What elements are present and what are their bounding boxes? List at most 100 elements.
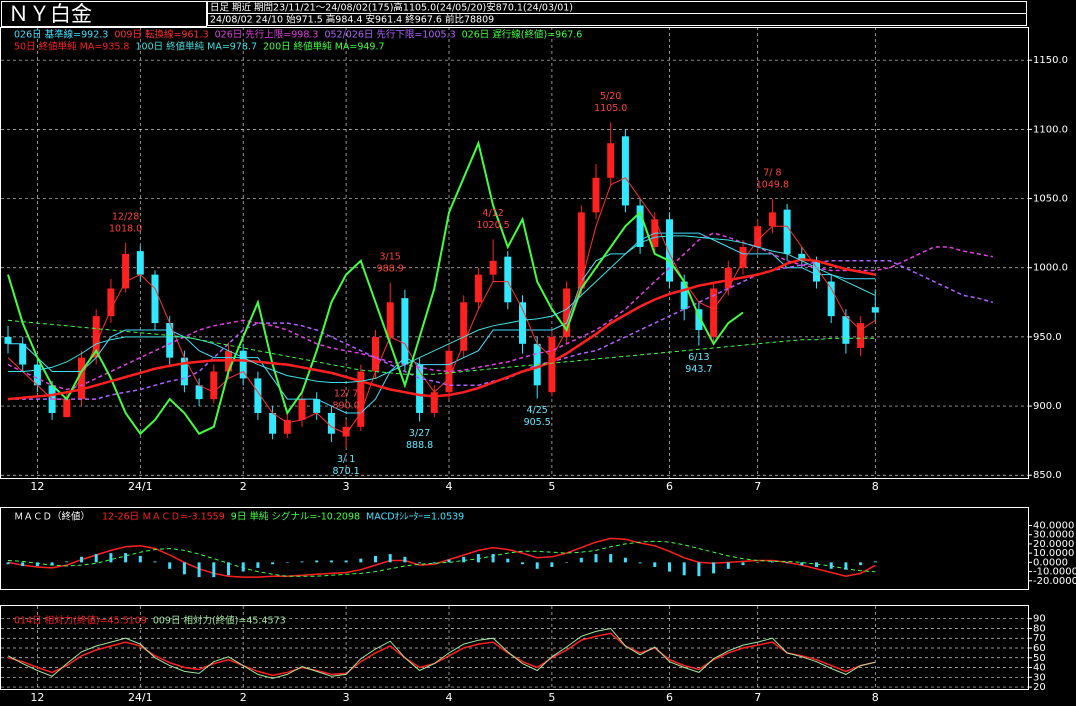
candle-body [63, 399, 71, 418]
candle-body [798, 253, 806, 261]
oscillator-bar [579, 557, 583, 563]
series-line [8, 235, 876, 383]
legend-entry: 026日 遅行線(終値)=967.6 [462, 29, 583, 41]
oscillator-bar [418, 562, 422, 564]
price-frame [0, 27, 1029, 479]
candle-body [445, 350, 453, 393]
oscillator-bar [609, 554, 613, 563]
oscillator-bar [829, 562, 833, 569]
x-tick-label: 4 [446, 691, 453, 704]
y-tick-label: 90 [1033, 614, 1046, 625]
y-tick-label: 60 [1033, 643, 1046, 654]
legend-entry: 009日 転換線=961.3 [114, 29, 208, 41]
x-tick-label: 2 [240, 480, 247, 493]
oscillator-bar [859, 562, 863, 566]
oscillator-bar [344, 560, 348, 563]
y-tick-label: 1100.0 [1033, 124, 1068, 135]
oscillator-bar [668, 562, 671, 572]
legend-entry: 50日 終値単純 MA=935.8 [14, 41, 129, 53]
y-tick-label: 1050.0 [1033, 194, 1068, 205]
x-tick-label: 3 [343, 691, 350, 704]
candle-body [754, 226, 762, 247]
candle-body [739, 246, 747, 268]
x-tick-label: 8 [872, 480, 879, 493]
candle-body [607, 143, 615, 178]
annotation-date: 5/20 [600, 91, 621, 102]
oscillator-bar [241, 562, 245, 572]
candle-body [621, 136, 629, 206]
oscillator-bar [476, 554, 480, 563]
annotation-date: 3/27 [409, 428, 430, 439]
oscillator-bar [550, 562, 554, 567]
candle-body [768, 212, 776, 227]
oscillator-bar [800, 562, 804, 566]
x-tick-label: 12 [30, 691, 44, 704]
candle-body [4, 336, 12, 344]
oscillator-bar [403, 556, 407, 563]
annotation-price: 890.0 [332, 400, 359, 411]
y-tick-label: 0.0000 [1033, 557, 1068, 568]
legend-entry: 100日 終値単純 MA=978.7 [135, 41, 257, 53]
y-tick-label: 20 [1033, 682, 1046, 693]
oscillator-bar [388, 554, 392, 563]
y-tick-label: -20.0000 [1033, 576, 1076, 587]
x-tick-label: 4 [446, 480, 453, 493]
candle-body [548, 336, 556, 393]
annotation-price: 1105.0 [594, 103, 627, 114]
series-line [7, 627, 876, 679]
annotation-price: 870.1 [332, 466, 359, 477]
oscillator-bar [359, 558, 363, 563]
oscillator-bar [535, 562, 539, 569]
oscillator-bar [6, 562, 10, 565]
candle-body [313, 399, 321, 413]
oscillator-bar [844, 562, 848, 570]
oscillator-bar [638, 562, 642, 564]
candle-body [416, 364, 424, 413]
y-tick-label: 900.0 [1033, 401, 1062, 412]
info-box [207, 13, 1027, 26]
info-line: 日足 期近 期間23/11/21～24/08/02(175)高1105.0(24… [210, 2, 573, 14]
series-line [7, 258, 876, 401]
y-tick-label: 850.0 [1033, 470, 1062, 481]
candle-body [695, 309, 703, 330]
candle-body [107, 288, 115, 317]
oscillator-bar [682, 562, 686, 576]
x-tick-label: 2 [240, 691, 247, 704]
oscillator-bar [109, 553, 113, 563]
oscillator-bar [726, 562, 730, 569]
oscillator-bar [329, 560, 333, 563]
oscillator-bar [300, 561, 304, 563]
oscillator-bar [447, 559, 451, 563]
oscillator-bar [432, 562, 436, 564]
oscillator-bar [623, 557, 627, 563]
x-tick-label: 7 [754, 691, 761, 704]
series-line [7, 177, 876, 435]
candle-body [327, 412, 335, 434]
annotation-date: 12/ 7 [334, 388, 358, 399]
candle-body [724, 267, 732, 289]
oscillator-bar [741, 562, 745, 566]
info-line: 24/08/02 24/10 始971.5 高984.4 安961.4 終967… [210, 14, 494, 26]
candle-body [151, 274, 159, 324]
panel-title: ＭＡＣＤ（終値） [14, 511, 90, 523]
candle-body [430, 392, 438, 413]
annotation-price: 888.8 [406, 440, 433, 451]
oscillator-bar [712, 562, 716, 574]
annotation-price: 1018.0 [109, 223, 142, 234]
candle-body [401, 298, 409, 365]
oscillator-bar [594, 554, 598, 563]
title-box [1, 1, 207, 27]
oscillator-bar [565, 562, 569, 563]
oscillator-bar [285, 562, 289, 563]
series-line [7, 140, 744, 436]
oscillator-bar [94, 554, 98, 563]
legend-entry: 026日 基準線=992.3 [14, 29, 108, 41]
x-tick-label: 5 [548, 691, 555, 704]
y-tick-label: 30.0000 [1033, 530, 1074, 541]
candle-body [372, 336, 379, 372]
candle-body [474, 274, 482, 303]
candle-body [813, 260, 820, 282]
candle-body [636, 205, 644, 247]
candle-body [666, 219, 673, 282]
annotation-price: 1049.8 [756, 179, 789, 190]
